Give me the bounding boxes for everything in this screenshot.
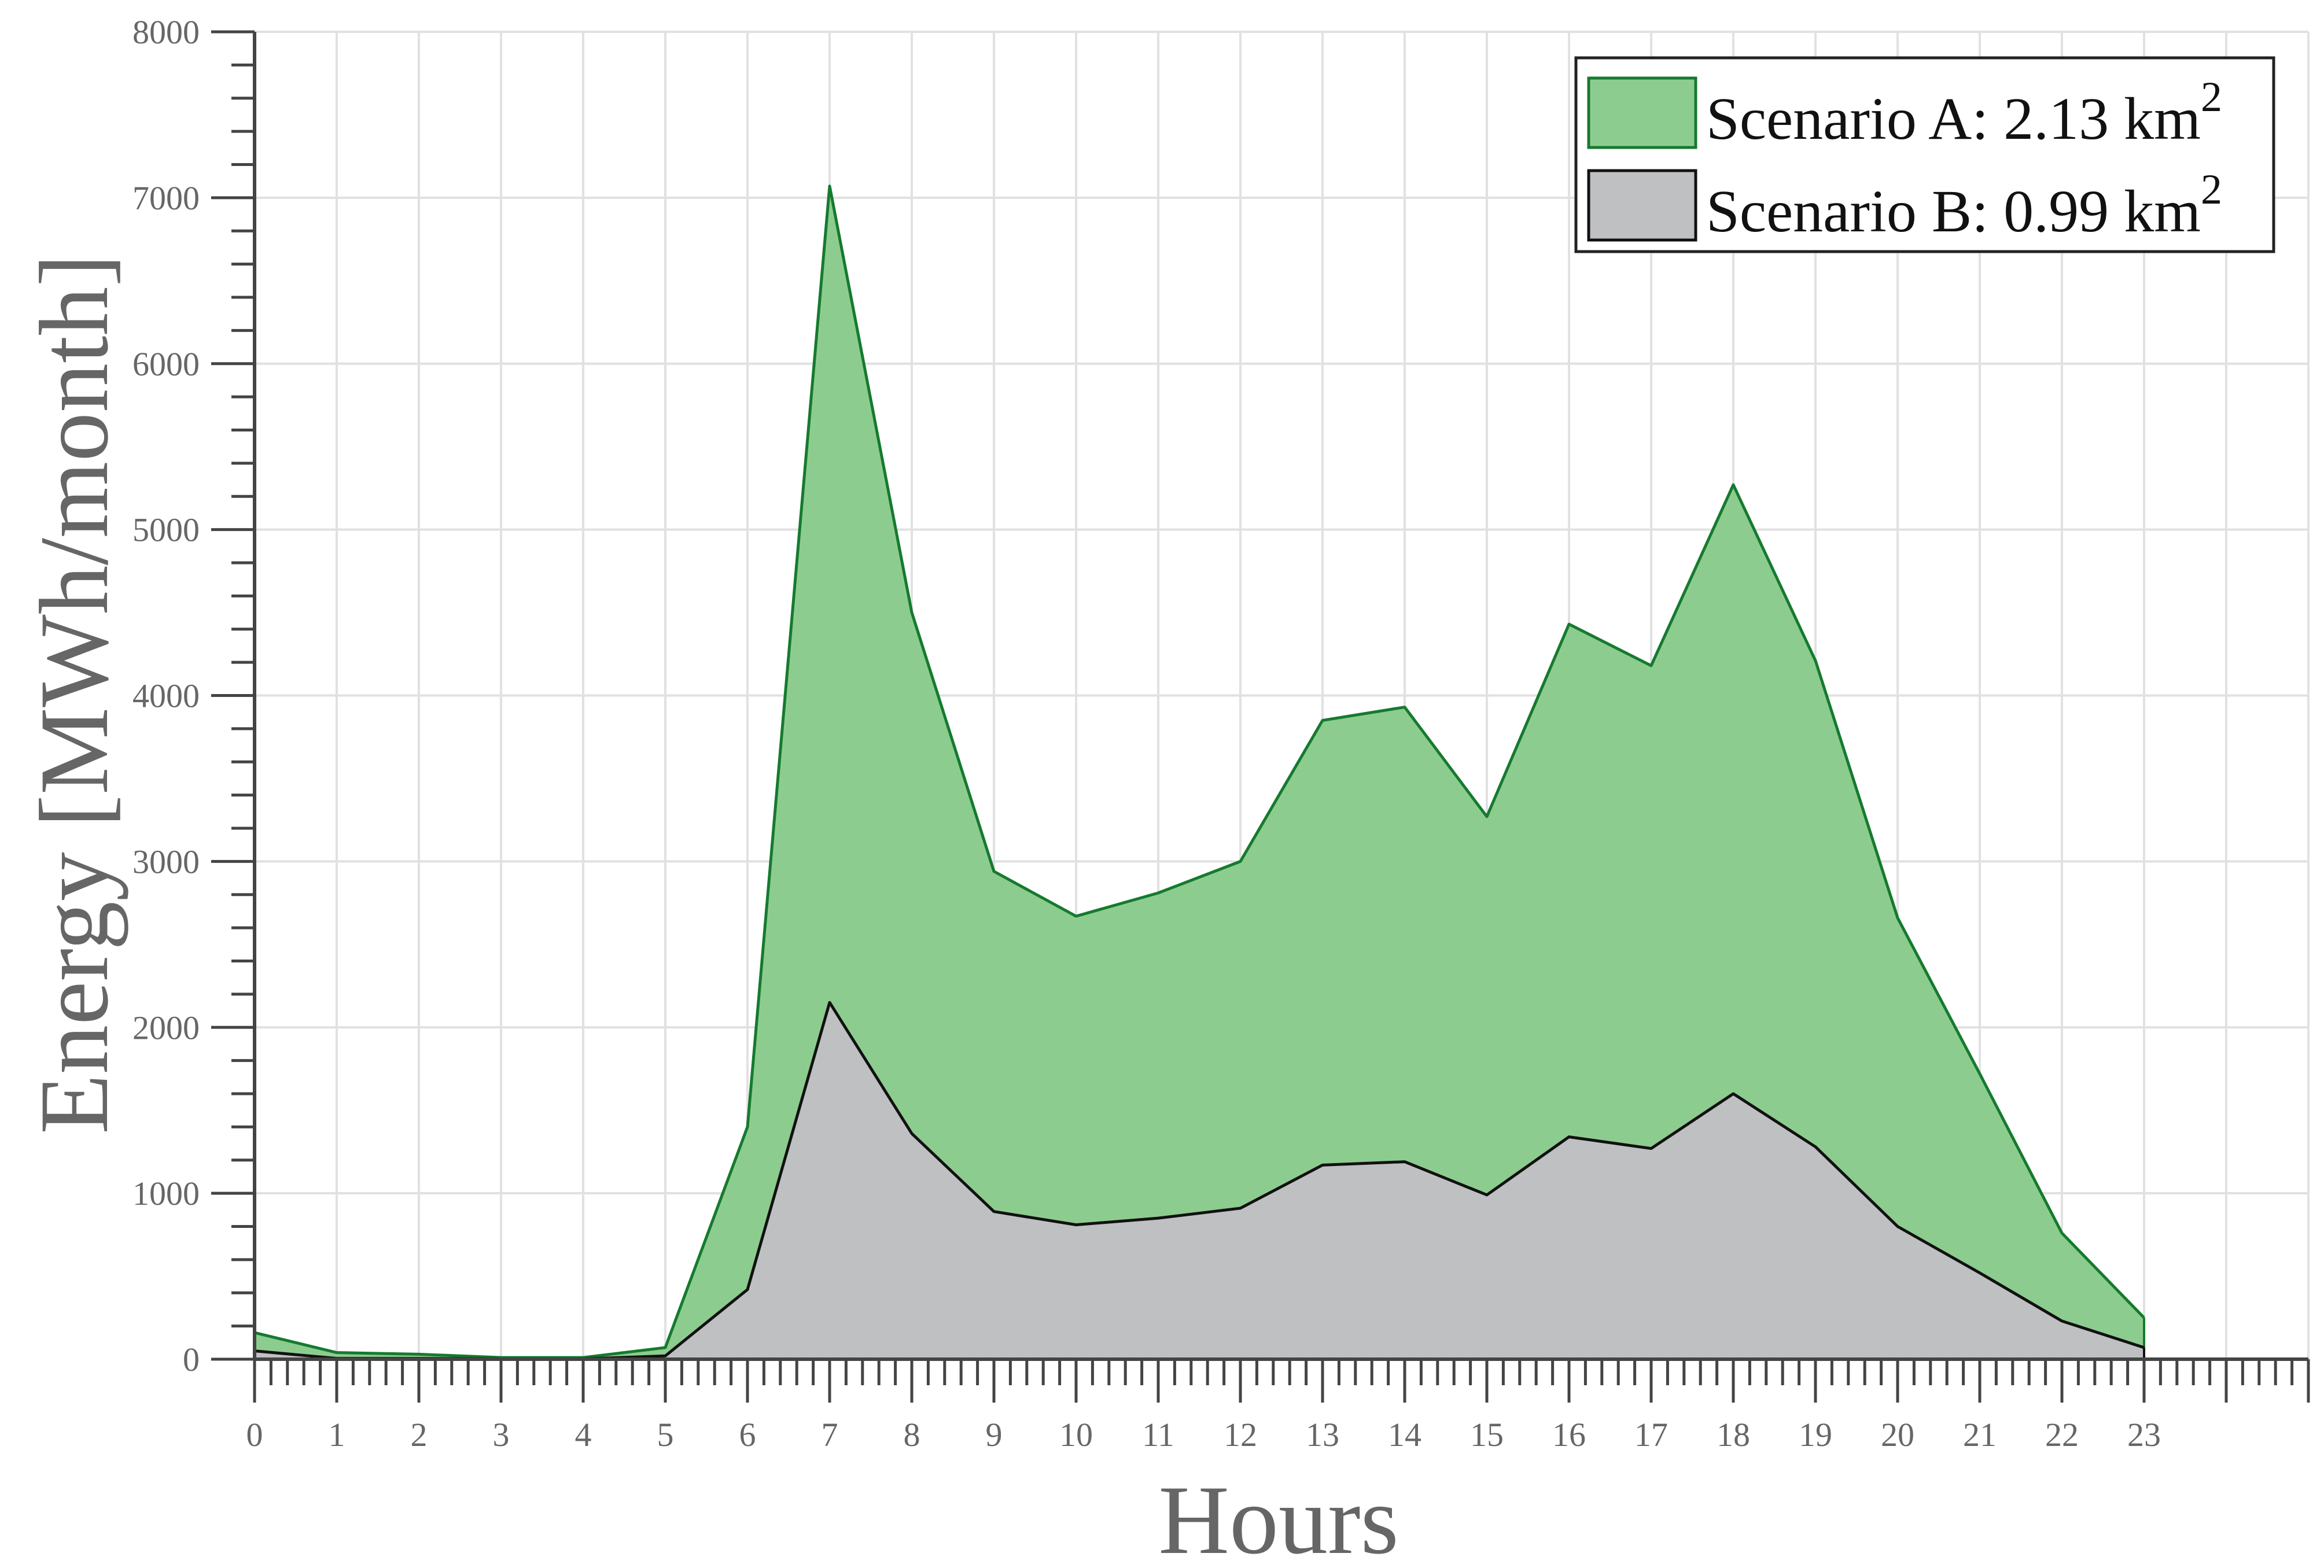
y-tick-label: 4000 — [132, 677, 200, 715]
x-tick-label: 10 — [1059, 1416, 1093, 1453]
y-tick-label: 2000 — [132, 1009, 200, 1046]
x-tick-label: 12 — [1224, 1416, 1257, 1453]
x-tick-label: 6 — [739, 1416, 756, 1453]
y-tick-label: 6000 — [132, 345, 200, 383]
legend-label-superscript: 2 — [2201, 166, 2222, 213]
y-tick-label: 7000 — [132, 179, 200, 217]
x-tick-label: 21 — [1963, 1416, 1997, 1453]
x-tick-label: 23 — [2127, 1416, 2161, 1453]
x-axis-label: Hours — [1158, 1466, 1399, 1568]
legend-swatch-1 — [1587, 169, 1697, 242]
x-tick-label: 14 — [1388, 1416, 1421, 1453]
series-area-0 — [255, 186, 2144, 1360]
y-axis-label: Energy [MWh/month] — [20, 254, 128, 1134]
x-tick-label: 4 — [575, 1416, 592, 1453]
legend: Scenario A: 2.13 km2 Scenario B: 0.99 km2 — [1574, 56, 2275, 253]
y-tick-label: 3000 — [132, 843, 200, 880]
x-tick-label: 22 — [2045, 1416, 2079, 1453]
x-tick-label: 8 — [904, 1416, 920, 1453]
x-tick-label: 5 — [657, 1416, 674, 1453]
legend-swatch-0 — [1587, 76, 1697, 149]
y-tick-label: 8000 — [132, 13, 200, 51]
x-tick-label: 11 — [1142, 1416, 1174, 1453]
x-tick-label: 2 — [411, 1416, 428, 1453]
tick-marks — [211, 30, 2310, 1403]
legend-label-superscript: 2 — [2201, 73, 2222, 121]
x-tick-label: 3 — [493, 1416, 510, 1453]
x-tick-label: 20 — [1881, 1416, 1914, 1453]
legend-label-1: Scenario B: 0.99 km2 — [1706, 166, 2222, 245]
x-tick-label: 19 — [1799, 1416, 1832, 1453]
x-tick-label: 7 — [822, 1416, 838, 1453]
x-tick-label: 17 — [1634, 1416, 1668, 1453]
x-tick-label: 9 — [986, 1416, 1003, 1453]
x-tick-label: 13 — [1306, 1416, 1339, 1453]
x-tick-label: 18 — [1717, 1416, 1750, 1453]
legend-label-0: Scenario A: 2.13 km2 — [1706, 73, 2222, 152]
x-tick-label: 15 — [1470, 1416, 1504, 1453]
y-tick-label: 5000 — [132, 511, 200, 549]
x-tick-label: 0 — [246, 1416, 263, 1453]
x-tick-label: 1 — [329, 1416, 345, 1453]
y-tick-label: 1000 — [132, 1175, 200, 1212]
series-area-1 — [255, 1002, 2144, 1359]
x-tick-label: 16 — [1552, 1416, 1586, 1453]
y-tick-label: 0 — [183, 1341, 200, 1378]
